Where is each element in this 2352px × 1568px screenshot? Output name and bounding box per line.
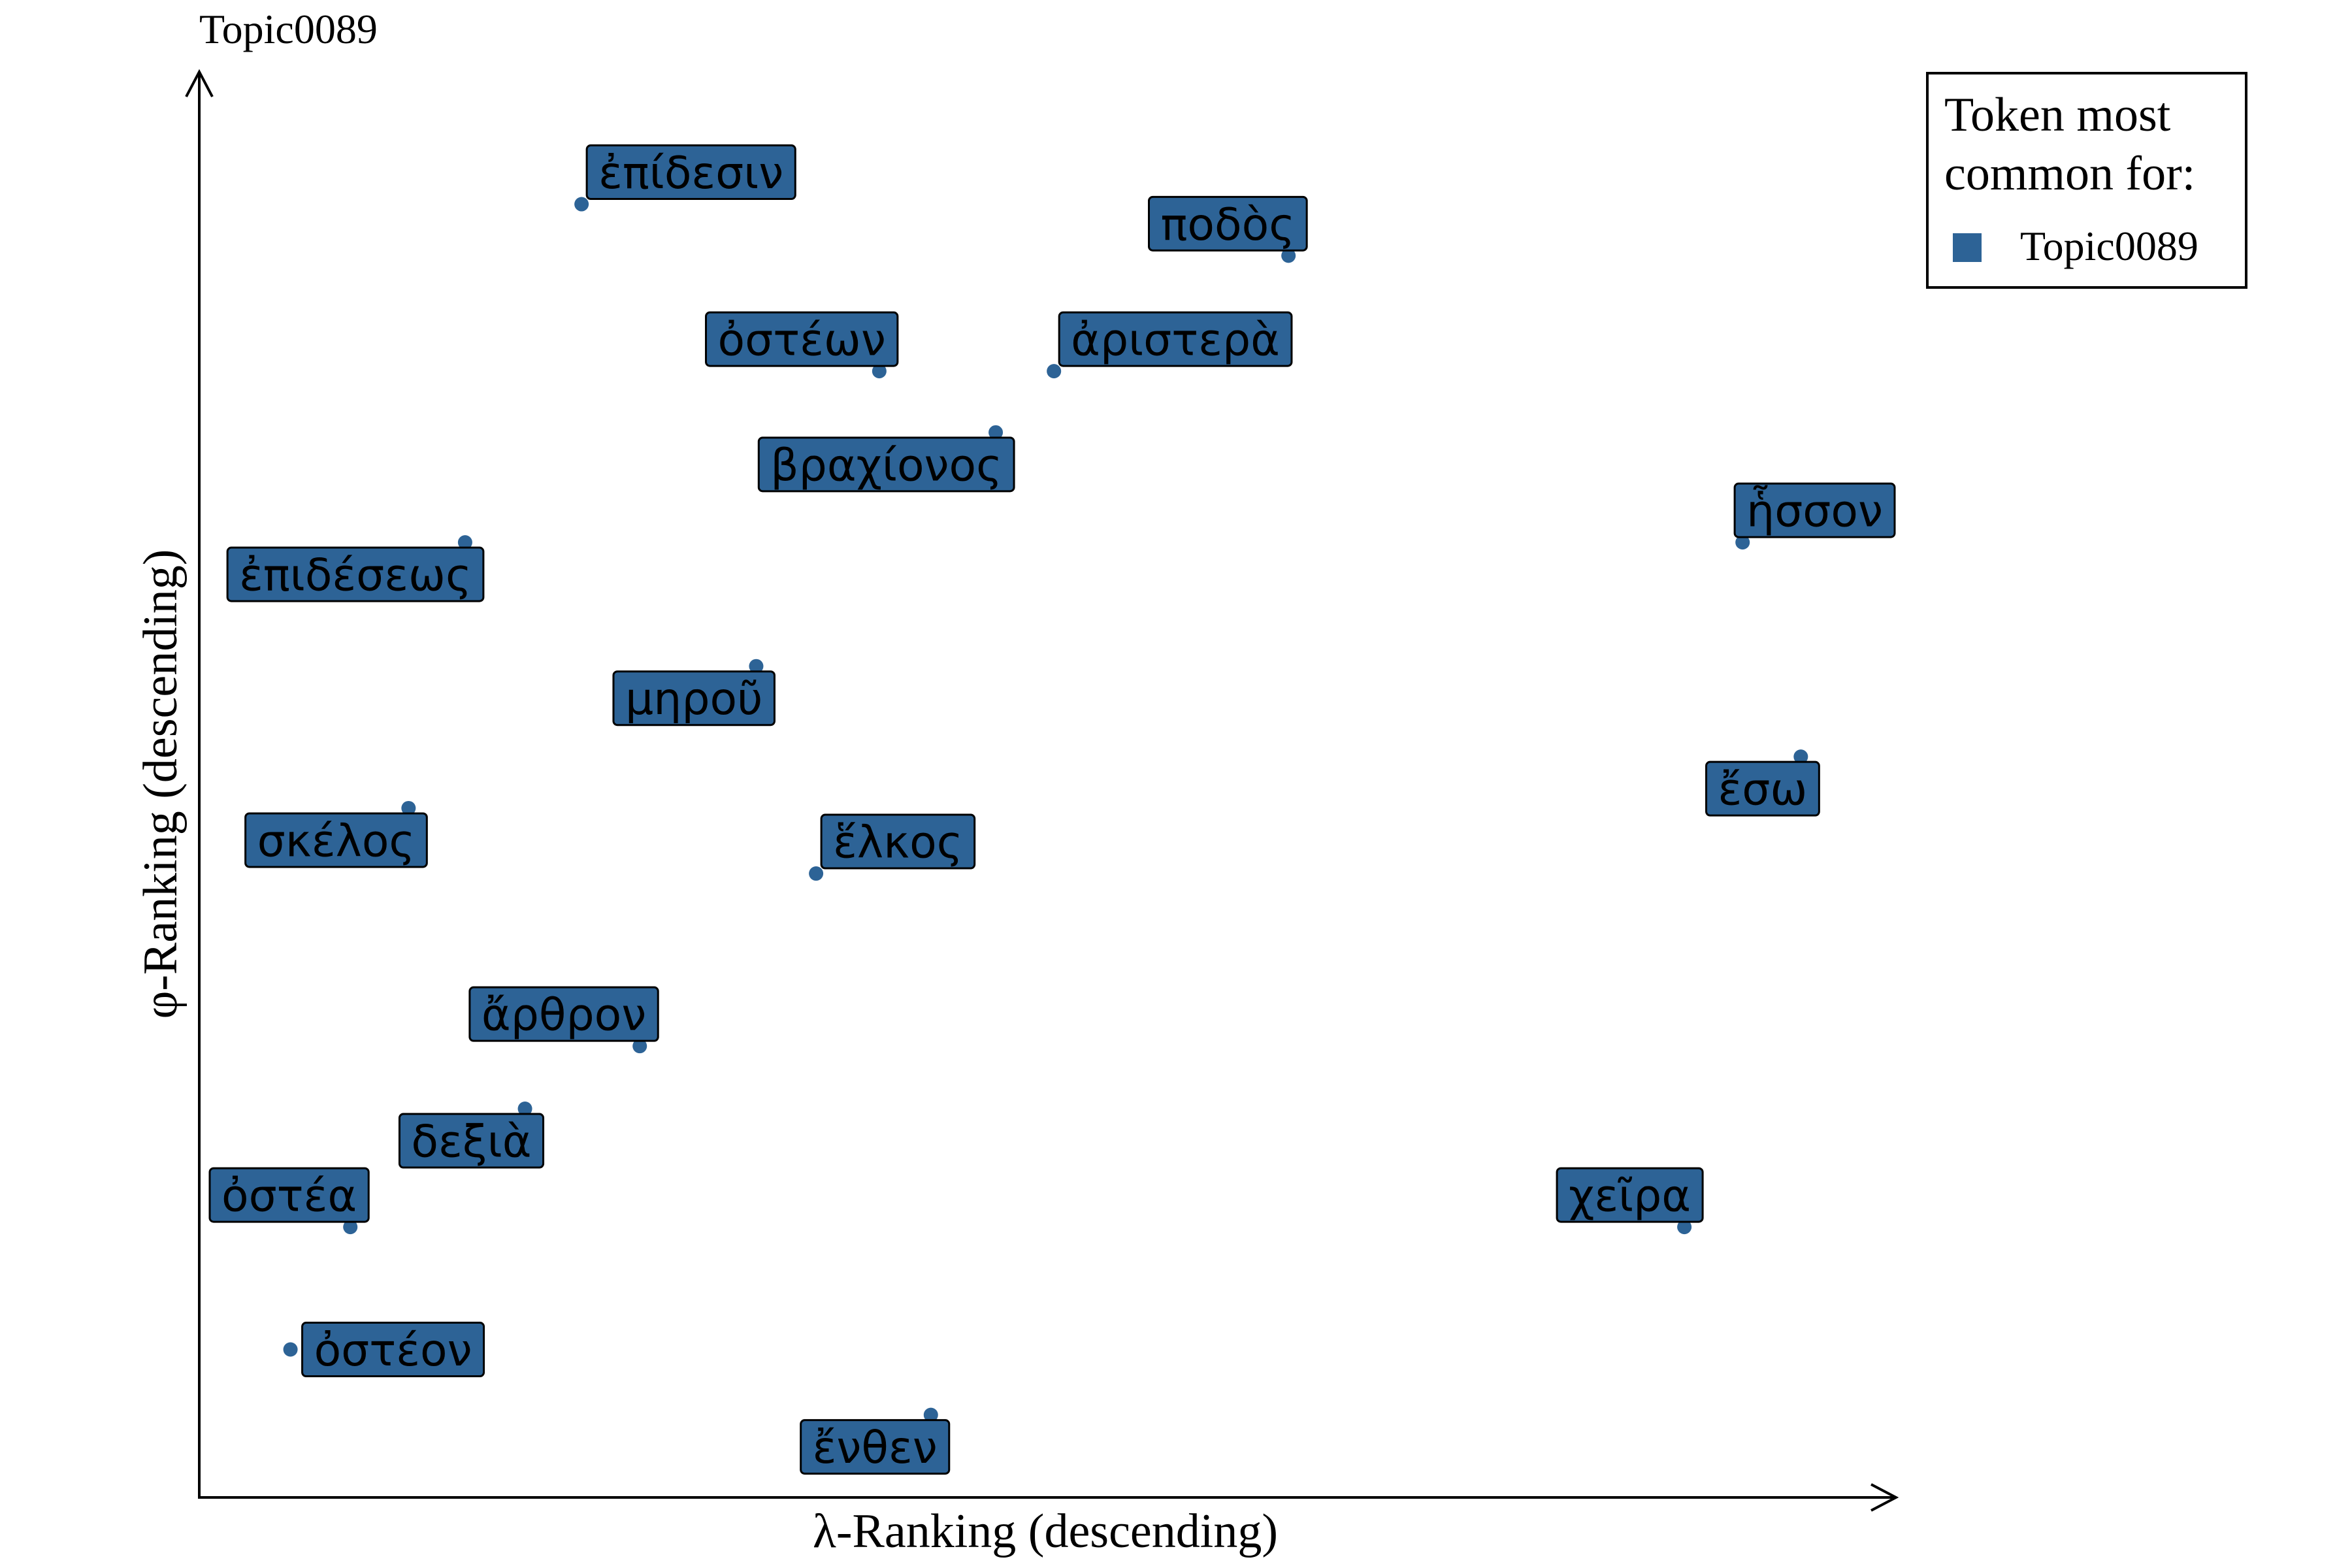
data-label: ἀριστερὰ <box>1071 315 1280 367</box>
x-axis-arrow <box>1870 1483 1899 1512</box>
data-label-box <box>705 311 899 367</box>
axes <box>185 69 1899 1512</box>
data-point <box>923 1407 938 1422</box>
data-label: σκέλος <box>257 815 416 867</box>
data-point-group: μηροῦ <box>612 659 776 727</box>
y-axis-label: φ-Ranking (descending) <box>134 549 188 1019</box>
y-axis-arrow <box>185 69 214 97</box>
data-point-group: δεξιὰ <box>398 1102 545 1169</box>
data-point <box>283 1342 298 1357</box>
data-label-box <box>612 670 776 727</box>
data-point-group: ἕλκος <box>809 813 976 881</box>
data-point-group: βραχίονος <box>757 425 1015 493</box>
data-point-group: ὀστέα <box>208 1167 370 1235</box>
data-label: ἄρθρον <box>482 990 646 1041</box>
data-label-box <box>820 813 976 870</box>
data-label-box <box>1705 760 1820 817</box>
data-label-box <box>226 546 485 602</box>
chart-title: Topic0089 <box>199 6 378 52</box>
legend-title-line-1: Token most <box>1944 88 2171 142</box>
data-point <box>401 800 416 815</box>
data-label-box <box>1733 482 1896 538</box>
data-label: χεῖρα <box>1569 1171 1691 1222</box>
data-label-box <box>468 986 659 1042</box>
data-point-group: ἄρθρον <box>468 986 659 1054</box>
data-point-group: ἐπίδεσιν <box>574 144 796 212</box>
data-label-box <box>244 812 428 868</box>
data-label: μηροῦ <box>625 674 762 725</box>
data-label-box <box>398 1113 545 1169</box>
data-point-group: ποδὸς <box>1147 195 1308 263</box>
data-label: ἕλκος <box>833 817 963 869</box>
data-point <box>1735 535 1750 550</box>
data-label: ὀστέα <box>221 1171 357 1222</box>
data-label-box <box>301 1322 485 1378</box>
data-label: ὀστέων <box>718 315 886 367</box>
data-point-group: χεῖρα <box>1556 1167 1704 1235</box>
legend-entry-label: Topic0089 <box>2020 223 2198 269</box>
data-point <box>749 659 764 674</box>
data-point-group: ἐπιδέσεως <box>226 535 485 602</box>
data-point <box>574 197 589 212</box>
data-point-group: σκέλος <box>244 800 428 868</box>
data-label-box <box>1556 1167 1704 1223</box>
data-label: ἔσω <box>1718 764 1808 816</box>
data-label-box <box>585 144 796 201</box>
data-label: ἧσσον <box>1746 485 1883 538</box>
data-point <box>1793 749 1808 764</box>
legend: Token most common for: Topic0089 <box>1926 72 2247 289</box>
data-point <box>809 866 824 881</box>
data-point <box>1281 248 1296 263</box>
data-label-box <box>1058 311 1293 367</box>
x-axis-label: λ-Ranking (descending) <box>813 1505 1278 1558</box>
data-label-box <box>208 1167 370 1223</box>
data-label: ποδὸς <box>1160 199 1295 251</box>
data-point-group: ἀριστερὰ <box>1047 311 1293 379</box>
legend-swatch <box>1953 233 1982 262</box>
data-point-group: ὀστέων <box>705 311 899 379</box>
data-point-group: ἧσσον <box>1733 482 1896 550</box>
legend-title-line-2: common for: <box>1944 147 2195 201</box>
data-point-group: ἔνθεν <box>800 1407 951 1475</box>
data-point <box>517 1102 532 1117</box>
data-point <box>1047 364 1062 379</box>
data-label: ἐπίδεσιν <box>598 148 783 199</box>
data-point <box>988 425 1004 440</box>
data-point <box>1677 1220 1692 1235</box>
data-point <box>872 364 887 379</box>
data-label-box <box>800 1419 951 1475</box>
data-label: ἐπιδέσεως <box>239 550 472 602</box>
data-point <box>632 1039 647 1054</box>
data-label-box <box>757 436 1015 493</box>
data-label: δεξιὰ <box>411 1117 531 1168</box>
data-point-group: ἔσω <box>1705 749 1820 817</box>
data-points: ἐπίδεσιν ποδὸς ὀστέων ἀριστερὰ βραχίονος ἧσσο… <box>208 144 1896 1475</box>
data-point-group: ὀστέον <box>283 1322 485 1378</box>
data-label-box <box>1147 195 1308 252</box>
data-point <box>457 535 472 550</box>
data-label: ἔνθεν <box>813 1422 938 1474</box>
data-label: ὀστέον <box>314 1325 472 1377</box>
data-label: βραχίονος <box>770 440 1002 491</box>
data-point <box>343 1220 358 1235</box>
